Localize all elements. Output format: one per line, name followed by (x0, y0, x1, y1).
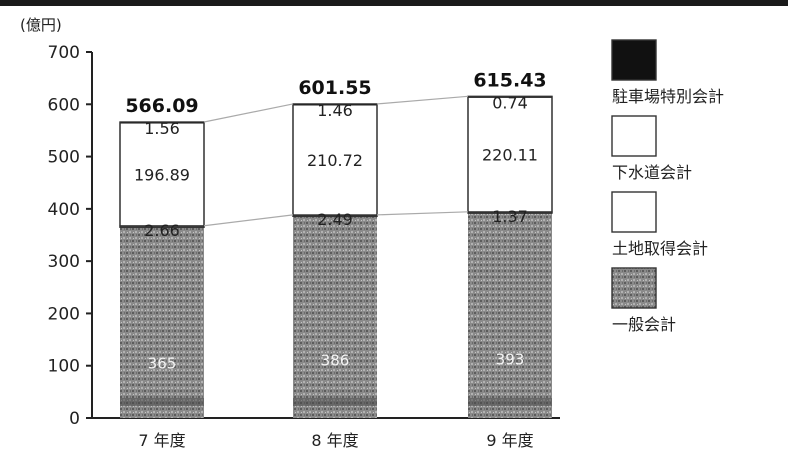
legend-swatch-general (611, 267, 657, 309)
bar-segment-label-general: 386 (321, 352, 350, 370)
y-tick-label: 0 (69, 409, 80, 429)
bar-total-label: 566.09 (125, 95, 198, 117)
bar-segment-label-land: 2.49 (317, 210, 353, 229)
bar-total-label: 615.43 (473, 69, 546, 91)
y-tick-label: 600 (48, 95, 80, 115)
bar-segment-label-parking: 1.56 (144, 119, 180, 138)
connector-line-top (203, 103, 294, 123)
x-category-label: 9 年度 (486, 431, 533, 450)
y-tick-label: 100 (48, 357, 80, 377)
y-tick-label: 200 (48, 304, 80, 324)
x-category-label: 7 年度 (138, 431, 185, 450)
top-border-rule (0, 0, 788, 6)
x-category-label: 8 年度 (311, 431, 358, 450)
bar-upper-outline (119, 121, 205, 228)
bar-segment-parking (120, 122, 204, 124)
bar-segment-label-land: 1.37 (492, 207, 528, 226)
bar-segment-label-sewer: 210.72 (307, 151, 363, 170)
legend-swatch-land (611, 191, 657, 233)
bar-segment-parking (468, 96, 552, 98)
bar-segment-label-general: 365 (148, 354, 177, 372)
bar-upper-outline (292, 103, 378, 217)
bar-upper-outline (467, 95, 553, 214)
bar-segment-label-parking: 0.74 (492, 93, 528, 112)
bar-segment-general (293, 216, 377, 418)
bar-segment-label-land: 2.66 (144, 221, 180, 240)
bar-total-label: 601.55 (298, 77, 371, 99)
legend-label: 一般会計 (612, 315, 676, 334)
connector-line-top (376, 95, 469, 105)
bar-bottom-band (293, 398, 377, 406)
legend-swatch-sewer (611, 115, 657, 157)
legend-label: 土地取得会計 (612, 239, 708, 258)
y-axis-unit-label: (億円) (20, 16, 62, 34)
y-tick-label: 700 (48, 43, 80, 63)
bar-segment-label-sewer: 196.89 (134, 165, 190, 184)
bar-segment-sewer (119, 122, 205, 227)
bar-segment-parking (293, 103, 377, 106)
bar-bottom-band (468, 398, 552, 406)
y-tick-label: 400 (48, 200, 80, 220)
bar-segment-general (120, 227, 204, 418)
bar-bottom-band (120, 398, 204, 406)
legend-label: 下水道会計 (612, 163, 692, 182)
connector-line-land (376, 211, 469, 216)
y-tick-label: 500 (48, 148, 80, 168)
bar-segment-general (468, 212, 552, 418)
bar-segment-label-parking: 1.46 (317, 101, 353, 120)
legend-swatch-parking (611, 39, 657, 81)
bar-segment-label-sewer: 220.11 (482, 145, 538, 164)
y-tick-label: 300 (48, 252, 80, 272)
connector-line-land (203, 214, 294, 227)
legend-label: 駐車場特別会計 (612, 87, 724, 106)
bar-segment-label-general: 393 (496, 351, 525, 369)
